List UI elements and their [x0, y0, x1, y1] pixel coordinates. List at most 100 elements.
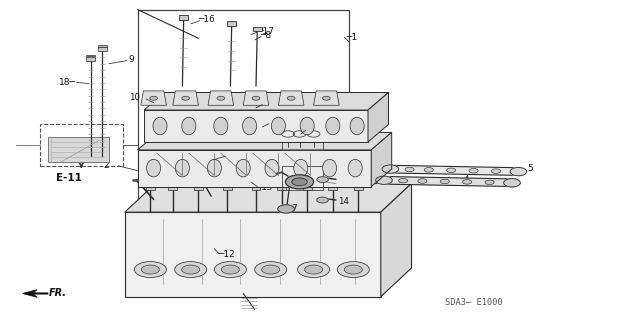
- Text: 6: 6: [296, 124, 302, 133]
- Text: 9: 9: [128, 56, 134, 64]
- Text: ─3: ─3: [227, 151, 238, 160]
- Polygon shape: [381, 176, 515, 187]
- Circle shape: [287, 96, 295, 100]
- Circle shape: [399, 178, 408, 183]
- Polygon shape: [371, 132, 392, 187]
- Ellipse shape: [326, 117, 340, 135]
- Circle shape: [492, 169, 500, 173]
- Circle shape: [418, 179, 427, 183]
- Circle shape: [282, 131, 294, 137]
- Circle shape: [221, 265, 239, 274]
- Bar: [277, 187, 286, 190]
- Text: ─13: ─13: [256, 183, 272, 192]
- Circle shape: [485, 180, 494, 184]
- Bar: [252, 187, 260, 190]
- Circle shape: [510, 167, 527, 176]
- Bar: [48, 137, 109, 162]
- Text: E-11: E-11: [56, 173, 82, 183]
- Circle shape: [214, 262, 246, 278]
- Ellipse shape: [348, 159, 362, 177]
- Ellipse shape: [153, 117, 167, 135]
- Text: 18─: 18─: [59, 78, 76, 87]
- Circle shape: [141, 265, 159, 274]
- Ellipse shape: [147, 159, 161, 177]
- Polygon shape: [144, 93, 388, 110]
- Ellipse shape: [323, 159, 337, 177]
- Circle shape: [337, 262, 369, 278]
- Circle shape: [463, 180, 472, 184]
- Polygon shape: [125, 183, 412, 212]
- Polygon shape: [22, 290, 48, 297]
- Circle shape: [262, 265, 280, 274]
- Polygon shape: [314, 91, 339, 105]
- Text: ─1: ─1: [346, 33, 356, 42]
- Polygon shape: [141, 91, 166, 105]
- Circle shape: [344, 265, 362, 274]
- Text: ─12: ─12: [218, 250, 234, 259]
- Ellipse shape: [350, 117, 364, 135]
- Circle shape: [298, 262, 330, 278]
- Bar: [146, 187, 155, 190]
- Text: 14: 14: [338, 197, 349, 206]
- Ellipse shape: [294, 159, 308, 177]
- Polygon shape: [243, 91, 269, 105]
- Circle shape: [252, 96, 260, 100]
- Text: ─13: ─13: [261, 99, 277, 108]
- Ellipse shape: [207, 159, 221, 177]
- Bar: [138, 10, 349, 239]
- Text: 7: 7: [291, 204, 297, 213]
- Polygon shape: [278, 91, 304, 105]
- Circle shape: [305, 265, 323, 274]
- Bar: [86, 57, 95, 61]
- Circle shape: [323, 96, 330, 100]
- Text: 11: 11: [269, 169, 280, 178]
- Circle shape: [182, 96, 189, 100]
- Text: SDA3– E1000: SDA3– E1000: [445, 298, 502, 307]
- Polygon shape: [173, 91, 198, 105]
- Circle shape: [217, 96, 225, 100]
- Text: ─8: ─8: [260, 31, 271, 40]
- Text: ─16: ─16: [198, 15, 215, 24]
- Bar: [227, 21, 236, 26]
- Circle shape: [292, 178, 307, 186]
- Bar: [194, 187, 203, 190]
- Circle shape: [278, 205, 294, 213]
- Polygon shape: [387, 165, 522, 175]
- Ellipse shape: [265, 159, 279, 177]
- Text: 14: 14: [338, 176, 349, 185]
- Polygon shape: [381, 183, 412, 297]
- Ellipse shape: [182, 117, 196, 135]
- Polygon shape: [208, 91, 234, 105]
- Ellipse shape: [214, 117, 228, 135]
- Text: 10: 10: [129, 93, 140, 102]
- Bar: [303, 187, 312, 190]
- Text: FR.: FR.: [49, 288, 67, 299]
- Bar: [98, 45, 107, 47]
- Bar: [282, 166, 323, 190]
- Circle shape: [504, 179, 520, 187]
- Text: 4: 4: [464, 175, 470, 184]
- Circle shape: [285, 175, 314, 189]
- Bar: [98, 47, 107, 51]
- Bar: [179, 15, 188, 20]
- Ellipse shape: [300, 117, 314, 135]
- Circle shape: [150, 96, 157, 100]
- Bar: [168, 187, 177, 190]
- Circle shape: [255, 262, 287, 278]
- Polygon shape: [144, 110, 368, 142]
- Polygon shape: [368, 93, 388, 142]
- Text: ─15: ─15: [268, 119, 284, 128]
- Circle shape: [175, 262, 207, 278]
- Ellipse shape: [243, 117, 257, 135]
- Bar: [354, 187, 363, 190]
- Circle shape: [469, 168, 478, 173]
- Bar: [86, 55, 95, 56]
- Circle shape: [447, 168, 456, 173]
- Bar: [40, 124, 123, 166]
- Circle shape: [182, 265, 200, 274]
- Ellipse shape: [175, 159, 189, 177]
- Circle shape: [317, 197, 328, 203]
- Circle shape: [317, 177, 328, 182]
- Ellipse shape: [236, 159, 250, 177]
- Bar: [253, 27, 262, 31]
